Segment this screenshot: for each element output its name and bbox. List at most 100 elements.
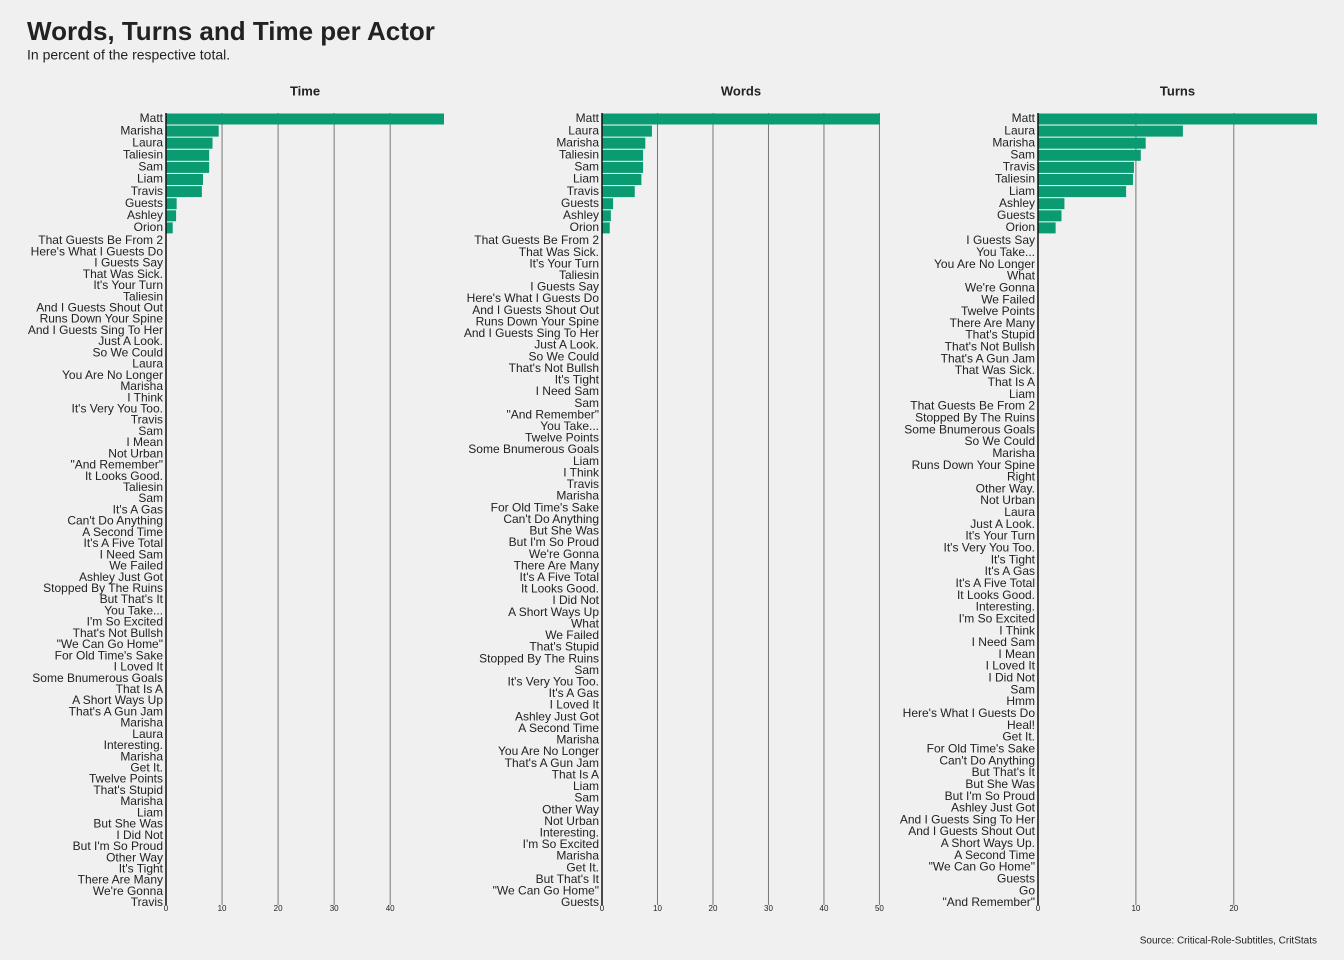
bar	[602, 149, 644, 161]
y-tick-label: It's Tight	[119, 862, 164, 876]
y-tick-label: And I Guests Sing To Her	[28, 323, 163, 337]
x-tick-label: 20	[274, 904, 283, 913]
y-tick-label: Laura	[132, 727, 163, 741]
y-tick-label: Travis	[1003, 160, 1035, 174]
y-tick-label: Right	[1007, 470, 1036, 484]
y-tick-label: "We Can Go Home"	[493, 884, 599, 898]
x-tick-label: 30	[764, 904, 773, 913]
y-tick-label: That Guests Be From 2	[38, 233, 163, 247]
y-tick-label: Sam	[138, 160, 163, 174]
y-tick-label: Matt	[576, 111, 600, 125]
y-tick-label: There Are Many	[78, 873, 163, 887]
y-tick-label: Get It.	[1002, 730, 1035, 744]
y-tick-label: Sam	[1010, 147, 1035, 161]
y-tick-label: Interesting.	[104, 738, 163, 752]
y-tick-label: Stopped By The Ruins	[43, 581, 163, 595]
bar	[1038, 210, 1062, 222]
bar	[1038, 186, 1127, 198]
y-tick-label: Matt	[1012, 111, 1036, 125]
x-tick-label: 10	[218, 904, 227, 913]
y-tick-label: Ashley	[127, 208, 163, 222]
y-tick-label: We're Gonna	[529, 547, 599, 561]
y-tick-label: Sam	[574, 396, 599, 410]
panel-title: Time	[290, 83, 320, 98]
bar	[166, 174, 203, 185]
x-tick-label: 20	[1229, 904, 1238, 913]
y-tick-label: So We Could	[529, 349, 599, 363]
y-tick-label: Ashley Just Got	[515, 709, 600, 723]
y-tick-label: Marisha	[120, 123, 163, 137]
y-tick-label: "And Remember"	[70, 458, 163, 472]
y-tick-label: I Need Sam	[972, 635, 1035, 649]
y-tick-label: It's Your Turn	[965, 529, 1035, 543]
y-tick-label: It Looks Good.	[521, 582, 599, 596]
bar	[602, 198, 614, 210]
y-tick-label: We Failed	[545, 628, 599, 642]
y-tick-label: Sam	[574, 663, 599, 677]
y-tick-label: Other Way	[542, 802, 599, 816]
y-tick-label: Travis	[131, 895, 163, 909]
y-tick-label: I Did Not	[988, 671, 1035, 685]
x-tick-label: 10	[653, 904, 662, 913]
y-tick-label: We Failed	[109, 559, 163, 573]
y-tick-label: That's A Gun Jam	[505, 756, 599, 770]
source: Source: Critical-Role-Subtitles, CritSta…	[1140, 936, 1317, 947]
y-tick-label: That Is A	[116, 682, 163, 696]
y-tick-label: "And Remember"	[942, 895, 1035, 909]
y-tick-label: That's A Gun Jam	[69, 704, 163, 718]
y-tick-label: Twelve Points	[525, 431, 599, 445]
y-tick-label: Laura	[132, 135, 163, 149]
y-tick-label: Guests	[125, 196, 163, 210]
y-tick-label: Sam	[574, 160, 599, 174]
bar	[166, 113, 444, 125]
bar	[166, 198, 177, 210]
y-tick-label: Just A Look.	[970, 517, 1035, 531]
y-tick-label: And I Guests Shout Out	[908, 824, 1035, 838]
y-tick-label: Stopped By The Ruins	[479, 651, 599, 665]
y-tick-label: Ashley	[999, 196, 1035, 210]
bar	[1038, 198, 1065, 210]
y-tick-label: Can't Do Anything	[503, 512, 599, 526]
y-tick-label: I Guests Say	[530, 280, 599, 294]
y-tick-label: Marisha	[992, 135, 1035, 149]
x-tick-label: 10	[1131, 904, 1140, 913]
bar	[1038, 113, 1317, 125]
y-tick-label: Guests	[997, 872, 1035, 886]
y-tick-label: You Are No Longer	[498, 744, 599, 758]
y-tick-label: Laura	[1004, 123, 1035, 137]
y-tick-label: It Looks Good.	[85, 469, 163, 483]
y-tick-label: For Old Time's Sake	[491, 500, 600, 514]
y-tick-label: Sam	[1010, 682, 1035, 696]
y-tick-label: We're Gonna	[965, 280, 1035, 294]
y-tick-label: Liam	[573, 172, 599, 186]
bar	[166, 186, 202, 198]
y-tick-label: It's A Five Total	[84, 536, 163, 550]
bar	[602, 210, 611, 222]
x-tick-label: 40	[386, 904, 395, 913]
y-tick-label: Orion	[1006, 220, 1035, 234]
y-tick-label: Ashley	[563, 208, 599, 222]
y-tick-label: I Loved It	[986, 659, 1036, 673]
y-tick-label: A Second Time	[954, 848, 1035, 862]
y-tick-label: Marisha	[120, 794, 163, 808]
chart-subtitle: In percent of the respective total.	[27, 47, 230, 63]
y-tick-label: Interesting.	[976, 600, 1035, 614]
bar	[1038, 125, 1183, 137]
y-tick-label: Heal!	[1007, 718, 1035, 732]
y-tick-label: But That's It	[536, 872, 600, 886]
y-tick-label: Marisha	[120, 749, 163, 763]
x-tick-label: 20	[709, 904, 718, 913]
y-tick-label: And I Guests Sing To Her	[464, 326, 599, 340]
x-tick-label: 40	[820, 904, 829, 913]
y-tick-label: Sam	[138, 491, 163, 505]
y-tick-label: That Is A	[988, 375, 1035, 389]
y-tick-label: What	[571, 616, 600, 630]
y-tick-label: "We Can Go Home"	[929, 860, 1035, 874]
y-tick-label: Matt	[140, 111, 164, 125]
y-tick-label: A Second Time	[82, 525, 163, 539]
y-tick-label: Get It.	[566, 860, 599, 874]
y-tick-label: You Are No Longer	[934, 257, 1035, 271]
y-tick-label: Liam	[137, 805, 163, 819]
y-tick-label: Just A Look.	[534, 338, 599, 352]
